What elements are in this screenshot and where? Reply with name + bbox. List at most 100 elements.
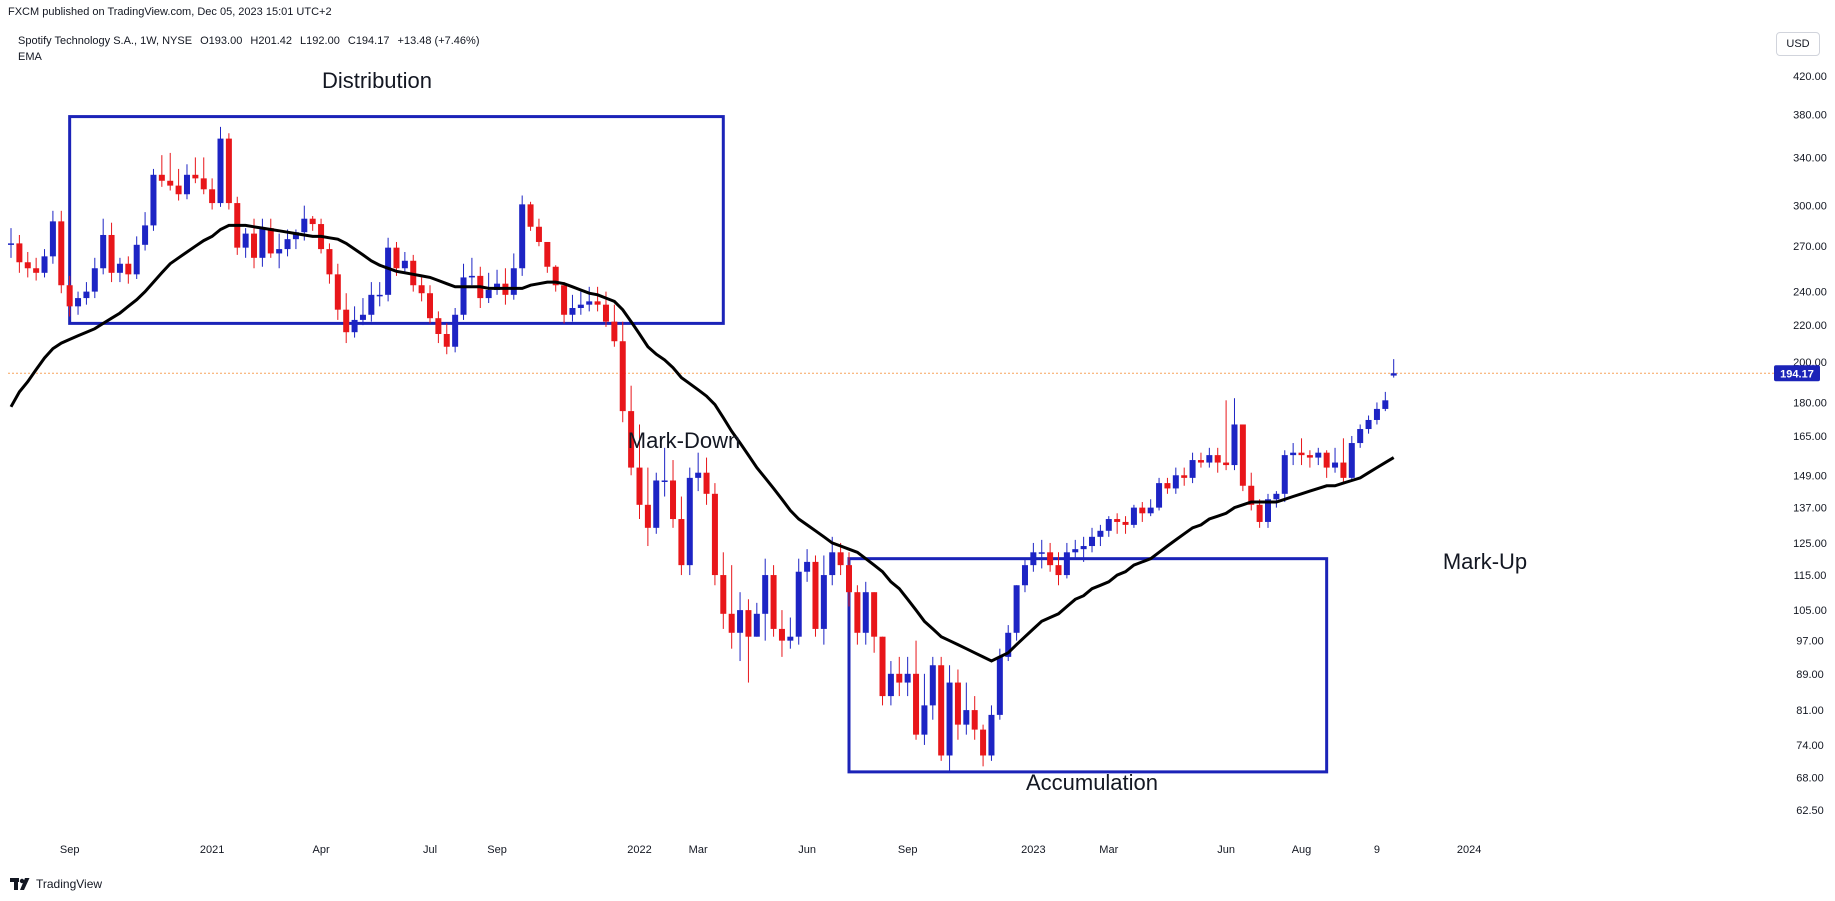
candle[interactable] (577, 291, 584, 315)
candle[interactable] (100, 218, 107, 275)
candle[interactable] (192, 157, 199, 184)
candle[interactable] (217, 126, 224, 207)
candle[interactable] (75, 291, 82, 315)
candle[interactable] (1005, 625, 1012, 662)
candle[interactable] (91, 257, 98, 299)
symbol-title[interactable]: Spotify Technology S.A., 1W, NYSE (18, 35, 193, 47)
candle[interactable] (8, 228, 14, 258)
candle[interactable] (611, 304, 618, 347)
candle[interactable] (1298, 438, 1305, 466)
candle[interactable] (351, 306, 358, 338)
candle[interactable] (334, 263, 341, 320)
candle[interactable] (1231, 398, 1238, 471)
candle[interactable] (661, 447, 668, 497)
candle[interactable] (1373, 402, 1380, 425)
candle[interactable] (1223, 400, 1230, 471)
candle[interactable] (1256, 499, 1263, 528)
candle[interactable] (1323, 450, 1330, 478)
candle[interactable] (586, 286, 593, 312)
candle[interactable] (670, 460, 677, 528)
candle[interactable] (988, 705, 995, 761)
candle[interactable] (209, 178, 216, 210)
candle[interactable] (619, 321, 626, 423)
candle[interactable] (1281, 450, 1288, 503)
candle[interactable] (862, 581, 869, 645)
candle[interactable] (1114, 513, 1121, 534)
candle[interactable] (1382, 391, 1389, 412)
candle[interactable] (1357, 424, 1364, 448)
candle[interactable] (795, 558, 802, 645)
candle[interactable] (1047, 542, 1054, 572)
candle[interactable] (1239, 424, 1246, 492)
candle[interactable] (1105, 516, 1112, 537)
candle[interactable] (686, 467, 693, 576)
candle[interactable] (24, 251, 31, 278)
candle[interactable] (1072, 539, 1079, 559)
candle[interactable] (183, 164, 190, 200)
candle[interactable] (787, 617, 794, 649)
candle[interactable] (427, 285, 433, 324)
candle[interactable] (778, 610, 785, 657)
candle[interactable] (963, 682, 970, 735)
candle[interactable] (1021, 558, 1028, 593)
candle[interactable] (242, 228, 249, 258)
candle[interactable] (175, 168, 182, 201)
candle[interactable] (41, 249, 48, 278)
candle[interactable] (980, 724, 987, 767)
candle[interactable] (737, 592, 744, 662)
candle[interactable] (1332, 447, 1339, 473)
candle[interactable] (1390, 359, 1397, 378)
candle[interactable] (820, 555, 827, 645)
candle[interactable] (150, 168, 157, 231)
annotation-label[interactable]: Accumulation (1026, 770, 1158, 795)
candle[interactable] (938, 656, 945, 761)
candle[interactable] (745, 599, 752, 683)
candle[interactable] (711, 483, 718, 586)
candle[interactable] (552, 265, 559, 292)
candle[interactable] (753, 602, 760, 637)
candle[interactable] (502, 268, 509, 305)
candle[interactable] (1080, 536, 1087, 562)
candle[interactable] (510, 253, 517, 300)
candle[interactable] (904, 656, 911, 697)
candle[interactable] (728, 565, 735, 649)
candle[interactable] (83, 282, 90, 305)
candle[interactable] (225, 133, 232, 210)
candle[interactable] (284, 229, 291, 257)
candle[interactable] (133, 236, 140, 279)
candle[interactable] (267, 218, 274, 258)
candle[interactable] (125, 256, 132, 284)
candle[interactable] (829, 536, 836, 586)
candle[interactable] (468, 257, 475, 286)
candle[interactable] (142, 212, 149, 251)
candle[interactable] (309, 216, 316, 231)
candle[interactable] (1248, 472, 1255, 511)
candle[interactable] (1189, 452, 1196, 484)
candle[interactable] (678, 496, 685, 576)
candle[interactable] (58, 210, 65, 294)
candle[interactable] (1197, 452, 1204, 468)
candle[interactable] (1055, 552, 1062, 586)
candle[interactable] (1290, 443, 1297, 466)
ema-indicator-label[interactable]: EMA (18, 51, 42, 63)
candle[interactable] (971, 696, 978, 740)
candle[interactable] (1139, 502, 1146, 522)
candle[interactable] (762, 558, 769, 641)
candle[interactable] (812, 555, 819, 637)
candle[interactable] (452, 308, 459, 353)
candle[interactable] (1038, 539, 1045, 569)
candle[interactable] (1265, 493, 1271, 528)
candle[interactable] (494, 269, 501, 295)
candle[interactable] (653, 472, 660, 534)
candle[interactable] (108, 222, 115, 283)
candle[interactable] (527, 201, 534, 231)
candle[interactable] (837, 542, 844, 576)
candle[interactable] (1181, 467, 1188, 486)
candle[interactable] (1315, 447, 1322, 466)
candle[interactable] (1013, 585, 1020, 641)
candle[interactable] (887, 661, 894, 706)
candle[interactable] (1348, 435, 1355, 481)
candle[interactable] (1089, 527, 1096, 553)
candle[interactable] (695, 452, 702, 492)
